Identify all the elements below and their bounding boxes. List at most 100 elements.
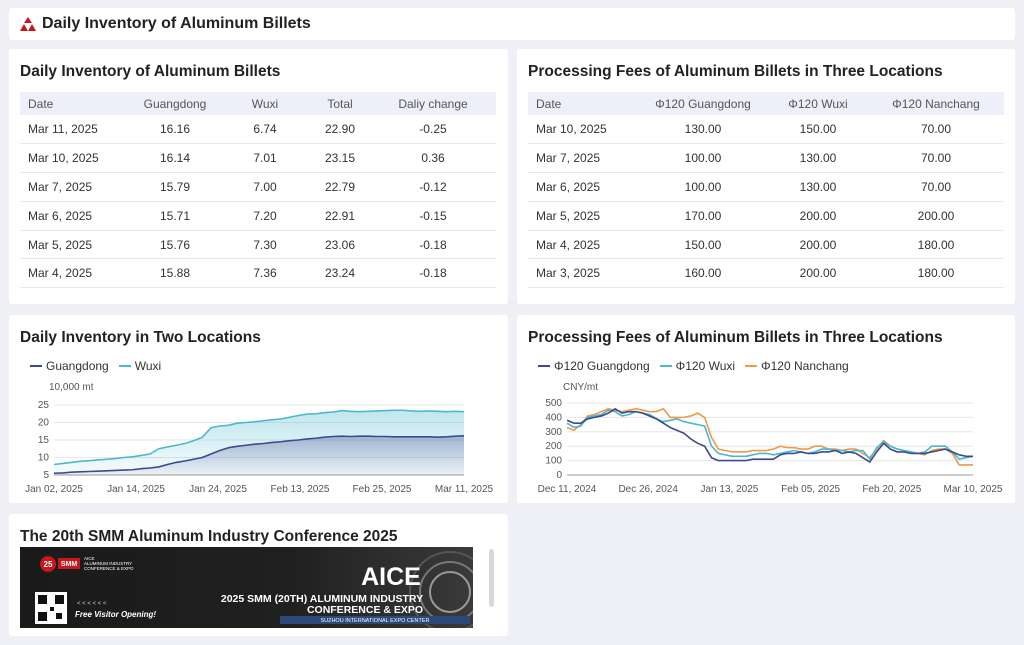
banner-small-line: ALUMINUM INDUSTRY: [84, 561, 132, 566]
inventory-chart-card: Daily Inventory in Two Locations Guangdo…: [9, 315, 508, 503]
table-row: Mar 4, 2025 150.00 200.00 180.00: [528, 230, 1004, 260]
banner-venue-bar: [280, 616, 470, 624]
table-cell: 150.00: [768, 115, 868, 145]
y-tick-label: 300: [545, 427, 562, 438]
y-tick-label: 20: [38, 418, 50, 429]
y-tick-label: 25: [38, 400, 50, 411]
table-cell: Mar 7, 2025: [528, 143, 638, 174]
table-cell: 7.20: [220, 201, 310, 231]
fees-table-card: Processing Fees of Aluminum Billets in T…: [517, 49, 1015, 304]
table-cell: 15.71: [130, 201, 220, 231]
table-cell: 22.79: [310, 172, 370, 202]
series-line-wuxi: [53, 409, 465, 466]
table-header-row: Date Φ120 Guangdong Φ120 Wuxi Φ120 Nanch…: [528, 92, 1004, 115]
table-cell: 23.06: [310, 230, 370, 260]
column-header-nanchang: Φ120 Nanchang: [892, 96, 980, 111]
x-tick-label: Dec 26, 2024: [618, 484, 678, 495]
y-tick-label: 5: [43, 470, 49, 481]
x-tick-label: Feb 13, 2025: [271, 484, 330, 495]
table-cell: Mar 4, 2025: [20, 258, 130, 289]
page-title: Daily Inventory of Aluminum Billets: [42, 15, 311, 32]
table-row: Mar 5, 2025 170.00 200.00 200.00: [528, 201, 1004, 231]
table-cell: 130.00: [768, 172, 868, 202]
banner-badge: 25: [44, 560, 53, 569]
table-cell: 100.00: [638, 172, 768, 202]
inventory-table-title: Daily Inventory of Aluminum Billets: [20, 63, 281, 80]
table-cell: 16.14: [130, 143, 220, 174]
table-cell: 180.00: [868, 258, 1004, 289]
table-cell: 15.88: [130, 258, 220, 289]
legend-item-wuxi[interactable]: Φ120 Wuxi: [659, 359, 735, 373]
x-tick-label: Mar 10, 2025: [944, 484, 1003, 495]
fees-chart-legend: Φ120 Guangdong Φ120 Wuxi Φ120 Nanchang: [538, 359, 849, 373]
legend-item-guangdong[interactable]: Guangdong: [30, 359, 109, 373]
column-header-date: Date: [28, 96, 54, 111]
banner-scrollbar[interactable]: [489, 549, 494, 607]
table-row: Mar 3, 2025 160.00 200.00 180.00: [528, 258, 1004, 289]
table-cell: 16.16: [130, 115, 220, 145]
column-header-date: Date: [536, 96, 562, 111]
x-tick-label: Feb 05, 2025: [781, 484, 840, 495]
table-cell: Mar 6, 2025: [20, 201, 130, 231]
table-row: Mar 10, 2025 130.00 150.00 70.00: [528, 115, 1004, 145]
legend-item-guangdong[interactable]: Φ120 Guangdong: [538, 359, 650, 373]
table-cell: 100.00: [638, 143, 768, 174]
table-row: Mar 10, 2025 16.14 7.01 23.15 0.36: [20, 143, 496, 174]
table-cell: 150.00: [638, 230, 768, 260]
legend-label: Φ120 Nanchang: [761, 359, 849, 373]
table-cell: Mar 5, 2025: [528, 201, 638, 231]
smm-logo-icon: [20, 17, 36, 31]
y-tick-label: 200: [545, 441, 562, 452]
legend-item-wuxi[interactable]: Wuxi: [118, 359, 161, 373]
banner-headline: 2025 SMM (20TH) ALUMINUM INDUSTRY: [221, 593, 423, 605]
page-header: Daily Inventory of Aluminum Billets: [9, 8, 1015, 40]
series-area-guangdong: [54, 435, 464, 475]
legend-item-nanchang[interactable]: Φ120 Nanchang: [745, 359, 849, 373]
table-row: Mar 4, 2025 15.88 7.36 23.24 -0.18: [20, 258, 496, 289]
banner-graphic: 25 SMM AICE ALUMINUM INDUSTRY CONFERENCE…: [20, 547, 473, 628]
legend-swatch: [30, 365, 42, 367]
table-cell: 70.00: [868, 115, 1004, 145]
table-row: Mar 5, 2025 15.76 7.30 23.06 -0.18: [20, 230, 496, 260]
conference-banner[interactable]: 25 SMM AICE ALUMINUM INDUSTRY CONFERENCE…: [20, 547, 473, 628]
table-row: Mar 6, 2025 15.71 7.20 22.91 -0.15: [20, 201, 496, 231]
legend-label: Guangdong: [46, 359, 109, 373]
table-cell: 22.91: [310, 201, 370, 231]
column-header-guangdong: Φ120 Guangdong: [655, 96, 751, 111]
fees-chart-title: Processing Fees of Aluminum Billets in T…: [528, 329, 943, 346]
inventory-chart-title: Daily Inventory in Two Locations: [20, 329, 261, 346]
table-cell: 15.76: [130, 230, 220, 260]
table-cell: 70.00: [868, 143, 1004, 174]
table-cell: Mar 11, 2025: [20, 115, 130, 145]
fees-chart: 0 100 200 300 400 500 Dec 11, 2024 Dec 26, 2024…: [538, 398, 1003, 495]
table-cell: 7.00: [220, 172, 310, 202]
fees-chart-card: Processing Fees of Aluminum Billets in T…: [517, 315, 1015, 503]
table-header-row: Date Guangdong Wuxi Total Daliy change: [20, 92, 496, 115]
column-header-guangdong: Guangdong: [143, 96, 207, 111]
y-tick-label: 10: [38, 453, 50, 464]
table-cell: Mar 4, 2025: [528, 230, 638, 260]
table-cell: -0.15: [370, 201, 496, 231]
table-row: Mar 7, 2025 100.00 130.00 70.00: [528, 143, 1004, 174]
banner-brand-box: [58, 558, 80, 569]
table-cell: -0.25: [370, 115, 496, 145]
legend-swatch: [118, 365, 131, 367]
legend-label: Φ120 Guangdong: [554, 359, 650, 373]
table-row: Mar 7, 2025 15.79 7.00 22.79 -0.12: [20, 172, 496, 202]
table-cell: 22.90: [310, 115, 370, 145]
table-cell: 130.00: [638, 115, 768, 145]
table-cell: -0.18: [370, 258, 496, 289]
table-cell: 180.00: [868, 230, 1004, 260]
inventory-chart-legend: Guangdong Wuxi: [30, 359, 161, 373]
x-tick-label: Jan 02, 2025: [25, 484, 83, 495]
inventory-table: Date Guangdong Wuxi Total Daliy change M…: [20, 92, 496, 289]
x-tick-label: Feb 20, 2025: [862, 484, 921, 495]
column-header-daily-change: Daliy change: [398, 96, 468, 111]
banner-free-visitor: Free Visitor Opening!: [75, 610, 156, 619]
conference-title: The 20th SMM Aluminum Industry Conferenc…: [20, 528, 398, 545]
table-cell: 70.00: [868, 172, 1004, 202]
banner-venue: SUZHOU INTERNATIONAL EXPO CENTER: [320, 618, 429, 624]
table-cell: 15.79: [130, 172, 220, 202]
legend-swatch: [659, 365, 672, 367]
inventory-chart-unit: 10,000 mt: [49, 382, 94, 393]
